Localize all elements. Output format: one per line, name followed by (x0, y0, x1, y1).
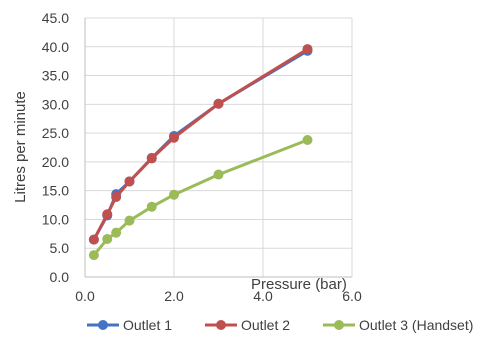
data-point (88, 250, 99, 261)
data-point (302, 44, 313, 55)
series-line (92, 47, 309, 241)
data-point (111, 191, 122, 202)
legend-marker (216, 320, 226, 330)
data-point (169, 132, 179, 143)
data-point (124, 215, 135, 226)
series-line (92, 138, 309, 257)
data-point (146, 201, 157, 212)
y-tick-label: 25.0 (42, 125, 69, 141)
data-point (124, 176, 135, 187)
data-point (102, 234, 113, 245)
y-tick-label: 5.0 (50, 240, 70, 256)
y-axis-label: Litres per minute (12, 91, 29, 203)
series-2 (88, 44, 313, 245)
legend-marker (98, 320, 108, 330)
data-point (88, 234, 99, 245)
legend-item: Outlet 3 (Handset) (323, 317, 473, 333)
x-tick-label: 0.0 (75, 288, 95, 304)
tick-labels: 0.0 5.0 10.0 15.0 20.0 25.0 30.0 35.0 40.0 45.0 0.… (42, 10, 362, 304)
series-3 (88, 135, 313, 261)
series-line (92, 49, 309, 241)
y-tick-label: 10.0 (42, 211, 69, 227)
legend-label: Outlet 2 (241, 317, 290, 333)
y-tick-label: 0.0 (50, 269, 70, 285)
legend-label: Outlet 3 (Handset) (359, 317, 473, 333)
legend: Outlet 1 Outlet 2 Outlet 3 (Handset) (87, 317, 473, 333)
y-tick-label: 40.0 (42, 39, 69, 55)
plot-area (88, 44, 313, 261)
y-tick-label: 35.0 (42, 68, 69, 84)
data-point (302, 135, 313, 146)
data-point (213, 98, 224, 109)
data-point (111, 227, 122, 238)
data-point (102, 209, 113, 220)
legend-item: Outlet 1 (87, 317, 172, 333)
y-tick-label: 30.0 (42, 96, 69, 112)
legend-marker (334, 320, 344, 330)
y-tick-label: 20.0 (42, 154, 69, 170)
y-tick-label: 45.0 (42, 10, 69, 26)
gridlines (85, 17, 353, 277)
x-tick-label: 2.0 (164, 288, 184, 304)
data-point (213, 169, 224, 180)
legend-item: Outlet 2 (205, 317, 290, 333)
y-tick-label: 15.0 (42, 183, 69, 199)
x-tick-label: 4.0 (253, 288, 273, 304)
data-point (169, 189, 179, 200)
legend-label: Outlet 1 (123, 317, 172, 333)
axes (84, 18, 352, 278)
x-axis-label: Pressure (bar) (251, 276, 347, 293)
x-tick-label: 6.0 (342, 288, 362, 304)
data-point (146, 153, 157, 164)
